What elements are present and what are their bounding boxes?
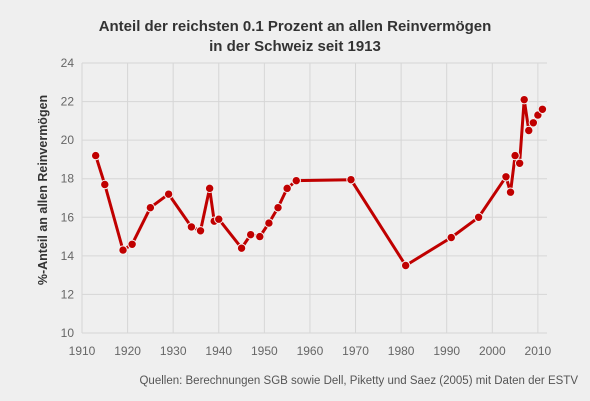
y-tick-labels: 10 12 14 16 18 20 22 24 — [61, 56, 75, 340]
x-tick-label: 1910 — [69, 344, 96, 358]
data-point — [282, 183, 292, 194]
x-tick-label: 1960 — [297, 344, 324, 358]
series-line — [94, 98, 544, 267]
data-point — [127, 239, 137, 249]
data-point — [214, 214, 224, 224]
x-tick-label: 1930 — [160, 344, 187, 358]
chart-title: Anteil der reichsten 0.1 Prozent an alle… — [0, 17, 590, 57]
data-point — [273, 202, 283, 213]
chart-title-line-1: Anteil der reichsten 0.1 Prozent an alle… — [98, 18, 492, 35]
data-point — [236, 243, 247, 253]
data-point — [204, 183, 215, 194]
y-tick-label: 16 — [61, 210, 75, 224]
data-point — [264, 218, 274, 228]
x-tick-label: 1920 — [114, 344, 141, 358]
y-tick-label: 12 — [61, 287, 75, 301]
y-axis-label: %-Anteil an allen Reinvermögen — [36, 95, 50, 285]
data-point — [245, 229, 256, 240]
x-tick-label: 1940 — [205, 344, 232, 358]
data-point — [537, 104, 548, 114]
x-tick-label: 1980 — [388, 344, 415, 358]
x-tick-label: 1970 — [342, 344, 369, 358]
x-tick-labels: 1910 1920 1930 1940 1950 1960 1970 1980 1990 2000… — [69, 344, 552, 358]
source-note: Quellen: Berechnungen SGB sowie Dell, Pi… — [139, 375, 578, 387]
data-point — [163, 189, 174, 199]
data-point — [514, 158, 525, 168]
y-tick-label: 24 — [61, 56, 75, 70]
data-point — [186, 222, 197, 232]
y-tick-label: 18 — [61, 172, 75, 186]
data-point — [446, 232, 456, 243]
data-point — [100, 179, 110, 190]
x-tick-label: 2000 — [479, 344, 506, 358]
y-tick-label: 14 — [61, 249, 75, 263]
data-point — [510, 150, 520, 161]
data-point — [90, 150, 101, 161]
data-point — [519, 94, 529, 105]
grid-lines — [81, 62, 547, 334]
data-point — [473, 212, 484, 222]
data-point — [524, 125, 534, 136]
data-point — [291, 175, 301, 186]
data-point — [505, 187, 516, 197]
x-tick-label: 1990 — [433, 344, 460, 358]
chart-title-line-2: in der Schweiz seit 1913 — [209, 38, 381, 55]
data-point — [346, 174, 356, 185]
y-tick-label: 10 — [61, 326, 75, 340]
data-points — [90, 94, 548, 271]
data-point — [195, 226, 206, 236]
x-tick-label: 1950 — [251, 344, 278, 358]
data-point — [528, 118, 539, 128]
data-point — [400, 260, 411, 271]
y-tick-label: 20 — [61, 133, 75, 147]
data-point — [255, 231, 265, 242]
y-tick-label: 22 — [61, 95, 75, 109]
data-point — [145, 202, 156, 213]
x-tick-label: 2010 — [525, 344, 552, 358]
data-point — [118, 245, 128, 255]
data-point — [501, 172, 511, 182]
